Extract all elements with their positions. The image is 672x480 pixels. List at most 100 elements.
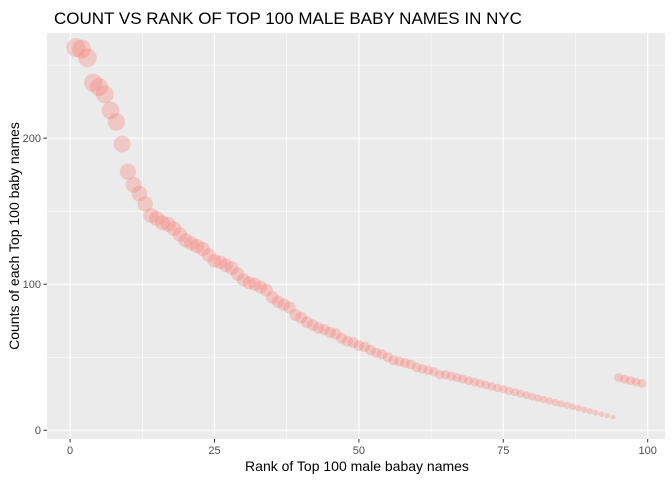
data-point: [119, 163, 137, 180]
data-point: [429, 367, 439, 377]
data-point: [190, 239, 205, 254]
data-point: [301, 316, 313, 329]
data-point: [475, 379, 485, 388]
data-point: [370, 347, 382, 359]
plot-panel: [47, 33, 665, 439]
y-axis-title: Counts of each Top 100 baby names: [6, 122, 22, 350]
data-point: [423, 365, 433, 376]
x-tick-label: 0: [67, 445, 73, 457]
data-point: [242, 276, 256, 290]
data-point: [230, 267, 245, 281]
data-point: [330, 328, 342, 340]
data-point: [207, 253, 222, 268]
data-point: [400, 358, 411, 369]
x-tick-label: 25: [208, 445, 220, 457]
major-gridlines: [47, 33, 665, 439]
data-point: [324, 326, 336, 339]
data-point: [107, 113, 126, 131]
data-point: [137, 196, 153, 212]
data-point: [131, 185, 148, 202]
data-point: [359, 341, 371, 353]
data-point: [405, 359, 416, 370]
y-tick-label: 0: [35, 425, 41, 437]
data-point: [446, 371, 456, 381]
data-point: [417, 364, 428, 374]
x-axis-ticks: 0 25 50 75 100: [67, 439, 657, 457]
data-point: [522, 391, 531, 400]
data-point: [637, 379, 647, 388]
data-point: [84, 73, 103, 92]
data-point: [394, 356, 405, 367]
data-point: [101, 101, 120, 120]
data-point: [487, 382, 497, 391]
data-point: [551, 398, 559, 407]
data-point: [318, 323, 330, 336]
data-point: [435, 370, 445, 380]
data-point: [625, 376, 635, 386]
data-point: [125, 176, 142, 193]
data-point: [469, 377, 479, 387]
data-point: [586, 408, 594, 415]
x-tick-label: 50: [353, 445, 365, 457]
data-point: [143, 207, 159, 224]
data-point: [545, 397, 554, 405]
data-point: [563, 401, 571, 409]
data-point: [620, 374, 630, 384]
data-point: [614, 373, 624, 383]
data-point: [382, 352, 393, 363]
data-point: [411, 362, 422, 373]
data-point: [172, 227, 188, 242]
data-point: [265, 290, 279, 304]
data-point: [335, 332, 348, 344]
data-point: [149, 210, 165, 227]
data-point: [254, 280, 268, 294]
data-point: [631, 377, 641, 387]
data-point: [312, 322, 325, 334]
data-point: [341, 335, 353, 347]
data-point: [66, 38, 86, 58]
data-point: [295, 311, 308, 324]
data-point: [458, 374, 468, 384]
data-point: [155, 215, 171, 231]
data-point: [580, 406, 588, 414]
data-point: [306, 319, 319, 331]
data-point: [440, 370, 451, 380]
minor-gridlines: [47, 33, 665, 439]
data-point: [184, 236, 199, 251]
x-axis-title: Rank of Top 100 male babay names: [245, 458, 469, 474]
data-point: [89, 77, 109, 97]
data-point: [248, 277, 262, 291]
y-tick-label: 200: [23, 133, 41, 145]
data-point: [604, 412, 610, 419]
data-point: [160, 216, 176, 232]
data-point: [528, 392, 537, 401]
data-point: [365, 344, 376, 356]
data-point: [539, 395, 548, 404]
data-point: [259, 283, 273, 297]
data-point: [178, 233, 193, 248]
data-point: [201, 247, 216, 263]
y-tick-label: 100: [23, 279, 41, 291]
data-point: [481, 380, 491, 390]
data-point: [72, 39, 92, 59]
data-point: [271, 295, 285, 308]
data-point: [557, 400, 565, 408]
data-point: [610, 414, 616, 420]
data-point: [166, 221, 182, 237]
data-point: [493, 383, 502, 393]
data-point: [78, 48, 97, 68]
data-point: [452, 373, 462, 383]
data-point: [236, 273, 251, 287]
y-axis-ticks: 0 100 200: [23, 133, 47, 437]
data-point: [569, 403, 576, 411]
data-point: [510, 388, 519, 397]
x-tick-label: 75: [497, 445, 509, 457]
data-point: [504, 386, 514, 395]
data-point: [219, 258, 233, 273]
x-tick-label: 100: [638, 445, 656, 457]
chart-title: COUNT VS RANK OF TOP 100 MALE BABY NAMES…: [54, 9, 522, 28]
data-point: [213, 255, 228, 270]
data-point: [224, 261, 239, 275]
data-point: [499, 385, 508, 394]
